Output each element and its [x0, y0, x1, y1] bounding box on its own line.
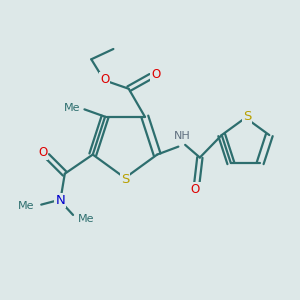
Text: O: O — [191, 182, 200, 196]
Text: N: N — [56, 194, 65, 207]
Text: NH: NH — [174, 131, 190, 141]
Text: O: O — [38, 146, 47, 159]
Text: S: S — [121, 173, 129, 186]
Text: Me: Me — [17, 201, 34, 211]
Text: S: S — [243, 110, 251, 123]
Text: Me: Me — [78, 214, 94, 224]
Text: O: O — [100, 74, 109, 86]
Text: Me: Me — [64, 103, 80, 113]
Text: O: O — [152, 68, 161, 81]
